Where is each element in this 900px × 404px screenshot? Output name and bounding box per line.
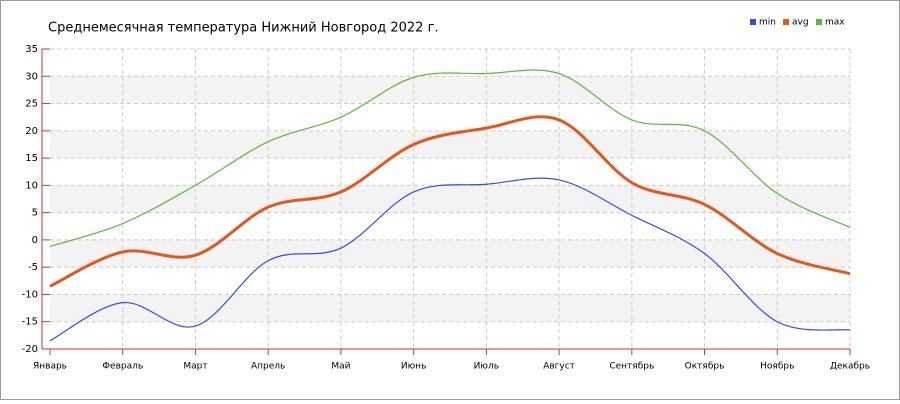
x-tick-label: Июль — [474, 362, 499, 372]
x-tick-label: Август — [543, 362, 575, 372]
y-tick-label: -5 — [28, 262, 38, 273]
y-tick-label: 10 — [25, 180, 38, 191]
x-tick-label: Март — [183, 362, 207, 372]
grid-band — [50, 294, 850, 322]
series-line — [49, 115, 851, 288]
y-tick-label: 5 — [32, 208, 38, 219]
grid-band — [50, 239, 850, 268]
y-tick-label: 20 — [25, 126, 38, 137]
y-tick-label: 15 — [25, 153, 38, 164]
y-tick-label: 35 — [25, 44, 38, 55]
legend-swatch — [783, 19, 789, 25]
y-tick-label: -15 — [22, 317, 38, 328]
legend-swatch — [816, 19, 822, 25]
legend-label: max — [825, 18, 845, 28]
legend-label: min — [759, 18, 776, 28]
x-tick-label: Февраль — [102, 362, 143, 372]
x-tick-label: Декабрь — [830, 362, 870, 372]
series-line — [49, 69, 851, 248]
y-tick-label: -20 — [22, 344, 38, 355]
legend-swatch — [750, 19, 756, 25]
chart-title: Среднемесячная температура Нижний Новгор… — [48, 21, 439, 36]
y-tick-label: 0 — [32, 235, 38, 246]
x-tick-label: Ноябрь — [760, 362, 794, 372]
grid-band — [50, 185, 850, 213]
x-tick-label: Май — [331, 362, 350, 372]
y-tick-label: -10 — [22, 289, 38, 300]
x-tick-label: Апрель — [251, 362, 285, 372]
grid-band — [50, 76, 850, 104]
y-tick-label: 30 — [25, 71, 38, 82]
legend-label: avg — [792, 18, 809, 28]
x-tick-label: Октябрь — [685, 362, 725, 372]
x-tick-label: Январь — [33, 362, 67, 372]
y-tick-label: 25 — [25, 99, 38, 110]
x-tick-label: Сентябрь — [609, 362, 654, 372]
series-line — [49, 177, 851, 342]
x-tick-label: Июнь — [401, 362, 427, 372]
